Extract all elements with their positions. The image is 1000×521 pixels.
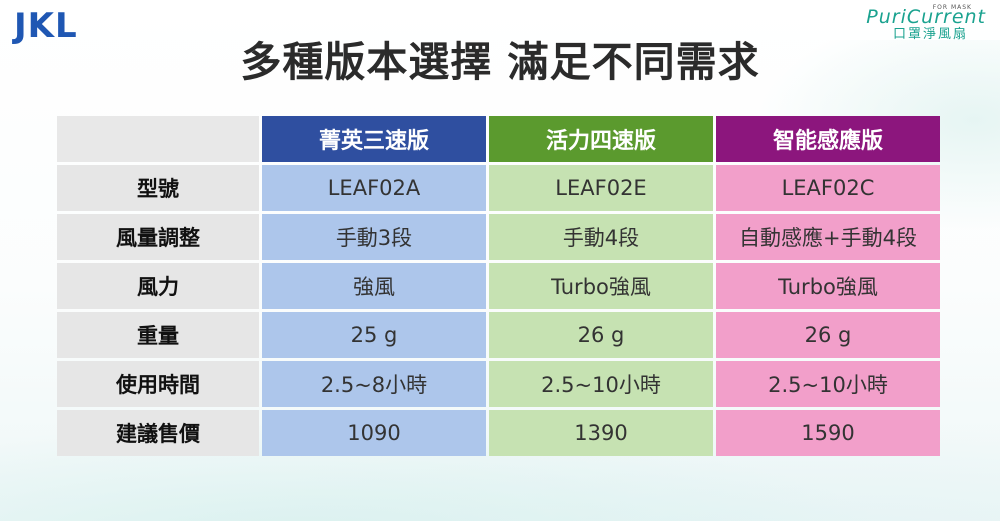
column-header-smart: 智能感應版: [716, 116, 940, 162]
logo-small-text: FOR MASK: [932, 4, 972, 11]
table-cell: 2.5~8小時: [262, 361, 486, 407]
jkl-logo: JKL: [14, 6, 78, 46]
table-row: 重量 25 g 26 g 26 g: [57, 312, 940, 358]
table-row: 使用時間 2.5~8小時 2.5~10小時 2.5~10小時: [57, 361, 940, 407]
table-cell: 26 g: [489, 312, 713, 358]
row-header-model: 型號: [57, 165, 259, 211]
table-cell: 強風: [262, 263, 486, 309]
table-cell: 手動3段: [262, 214, 486, 260]
row-header-wind-power: 風力: [57, 263, 259, 309]
table-cell: 1390: [489, 410, 713, 456]
table-row: 風力 強風 Turbo強風 Turbo強風: [57, 263, 940, 309]
column-header-vitality: 活力四速版: [489, 116, 713, 162]
logo-brand-text: PuriCurrent: [866, 6, 986, 28]
table-cell: LEAF02E: [489, 165, 713, 211]
page-title: 多種版本選擇 滿足不同需求: [240, 38, 760, 86]
table-cell: 1590: [716, 410, 940, 456]
puricurrent-logo: FOR MASK PuriCurrent 口罩淨風扇: [846, 4, 986, 42]
row-header-suggested-price: 建議售價: [57, 410, 259, 456]
table-cell: 2.5~10小時: [489, 361, 713, 407]
table-cell: 26 g: [716, 312, 940, 358]
table-cell: Turbo強風: [489, 263, 713, 309]
row-header-weight: 重量: [57, 312, 259, 358]
table-cell: 手動4段: [489, 214, 713, 260]
table-cell: 2.5~10小時: [716, 361, 940, 407]
logo-sub-text: 口罩淨風扇: [892, 27, 968, 42]
table-row: 建議售價 1090 1390 1590: [57, 410, 940, 456]
column-header-elite: 菁英三速版: [262, 116, 486, 162]
table-cell: LEAF02A: [262, 165, 486, 211]
table-row: 風量調整 手動3段 手動4段 自動感應+手動4段: [57, 214, 940, 260]
row-header-airflow-adjust: 風量調整: [57, 214, 259, 260]
row-header-usage-time: 使用時間: [57, 361, 259, 407]
table-cell: 自動感應+手動4段: [716, 214, 940, 260]
table-cell: 25 g: [262, 312, 486, 358]
table-cell: LEAF02C: [716, 165, 940, 211]
table-cell: Turbo強風: [716, 263, 940, 309]
table-cell: 1090: [262, 410, 486, 456]
comparison-table: 菁英三速版 活力四速版 智能感應版 型號 LEAF02A LEAF02E LEA…: [54, 113, 943, 459]
table-row: 型號 LEAF02A LEAF02E LEAF02C: [57, 165, 940, 211]
table-header-row: 菁英三速版 活力四速版 智能感應版: [57, 116, 940, 162]
table-corner-cell: [57, 116, 259, 162]
